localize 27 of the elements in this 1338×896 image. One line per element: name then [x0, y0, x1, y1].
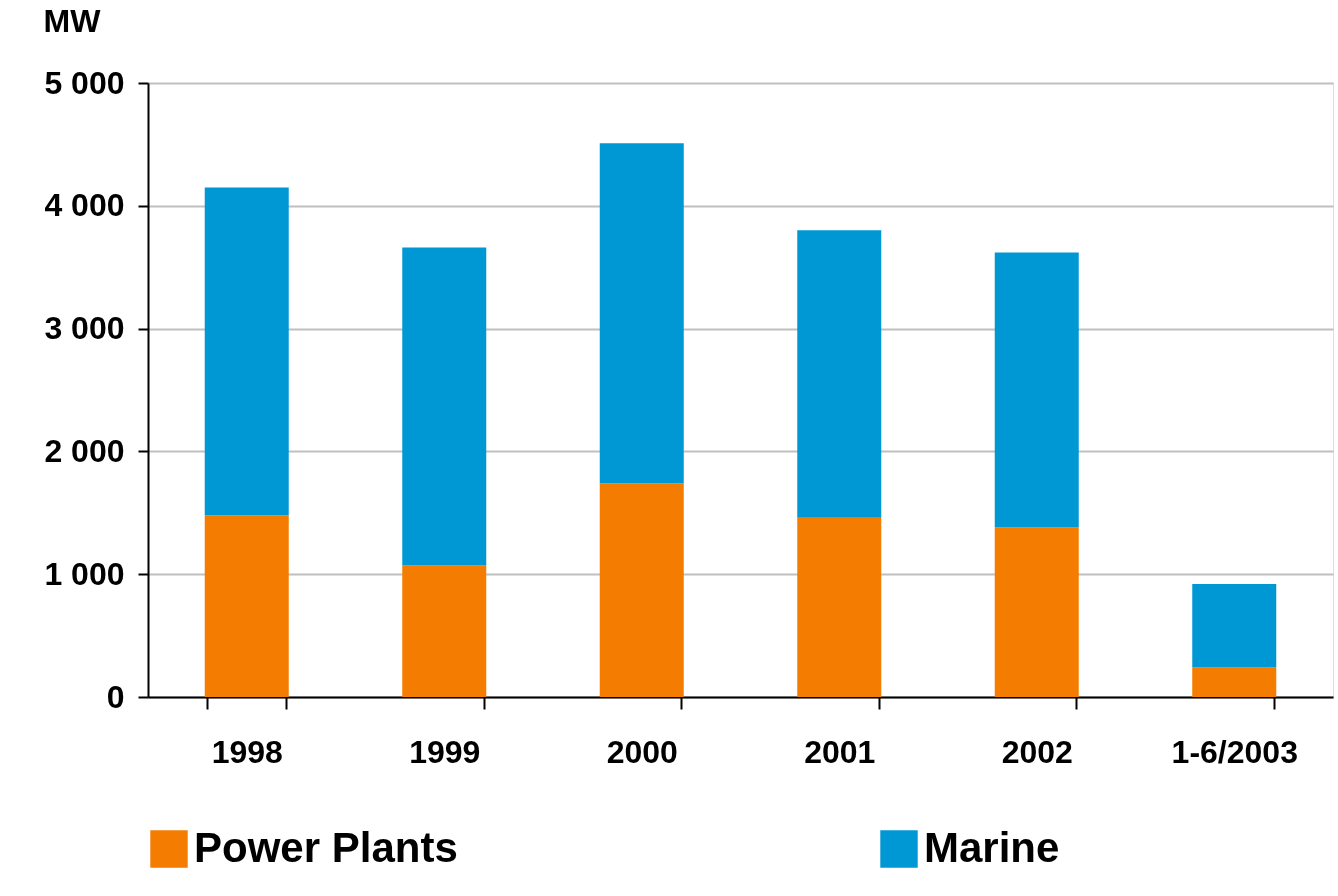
y-tick-label: 4 000: [44, 187, 125, 224]
legend-label: Marine: [924, 824, 1060, 871]
bar: [599, 483, 684, 697]
bar: [599, 143, 684, 484]
x-tick-label: 2002: [1001, 733, 1073, 770]
bar: [797, 517, 882, 697]
y-tick-label: 2 000: [44, 432, 125, 469]
x-tick-label: 2000: [606, 733, 678, 770]
y-axis-title: MW: [43, 2, 102, 39]
x-tick-label: 2001: [804, 733, 876, 770]
y-tick-label: 5 000: [44, 64, 125, 101]
bar: [204, 515, 289, 697]
x-tick-label: 1998: [211, 733, 283, 770]
bar: [402, 247, 487, 566]
bar: [204, 187, 289, 516]
bar: [994, 252, 1079, 528]
bar: [402, 565, 487, 697]
y-tick-label: 3 000: [44, 310, 125, 347]
bar: [1192, 584, 1277, 668]
x-tick-label: 1-6/2003: [1171, 733, 1298, 770]
x-tick-label: 1999: [409, 733, 481, 770]
y-tick-label: 1 000: [44, 555, 125, 592]
bar: [994, 527, 1079, 697]
bar: [1192, 667, 1277, 697]
bar: [797, 230, 882, 518]
legend-label: Power Plants: [194, 824, 458, 871]
y-tick-label: 0: [106, 678, 125, 715]
